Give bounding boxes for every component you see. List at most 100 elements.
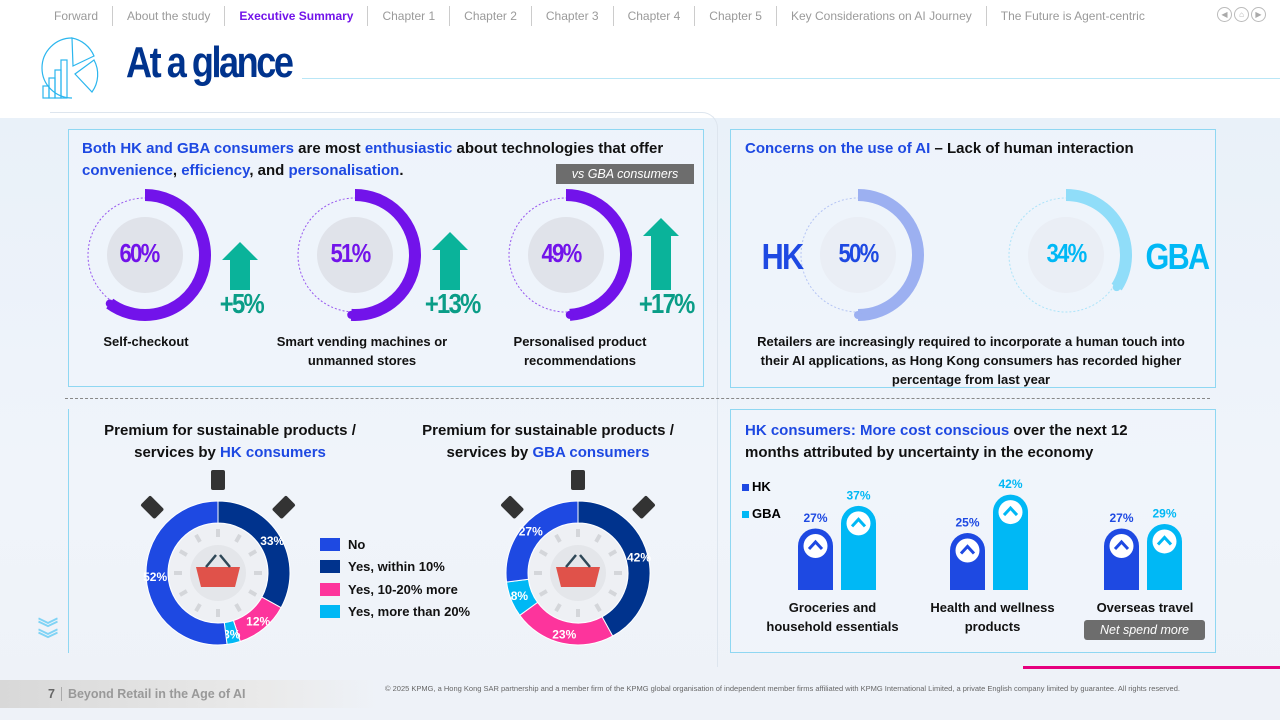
bar-value-label: 42%: [998, 477, 1022, 491]
bar-cap-circle: [803, 533, 828, 558]
nav-about[interactable]: About the study: [113, 6, 226, 26]
pie-label: 52%: [143, 570, 167, 584]
clock-tick: [538, 589, 548, 597]
increase-arrow-icon: [432, 232, 468, 290]
bar-value-label: 27%: [803, 511, 827, 525]
gba-premium-title: Premium for sustainable products / servic…: [422, 422, 674, 461]
increase-arrow-icon: [643, 218, 679, 290]
pie-slice: [505, 500, 579, 583]
gba-concern-value: 34%: [1046, 238, 1087, 268]
legend-no: No: [320, 533, 470, 556]
nav-forward[interactable]: Forward: [40, 6, 114, 26]
title-divider: [302, 78, 1280, 79]
vending-change: +13%: [424, 288, 481, 319]
enthusiasm-gauge-arc: [565, 189, 632, 321]
legend-swatch: [320, 605, 340, 619]
hk-label: HK: [761, 236, 804, 277]
stopwatch-button: [501, 496, 524, 519]
basket-handle: [205, 554, 231, 568]
hk-premium-title: Premium for sustainable products / servic…: [104, 422, 356, 461]
basket-icon: [196, 567, 240, 587]
enthusiasm-gauge-center: [317, 217, 393, 293]
chevron-up-icon: [1002, 505, 1019, 517]
forward-icon[interactable]: ▶: [1251, 7, 1266, 22]
basket-icon: [556, 567, 600, 587]
concerns-title: Concerns on the use of AI – Lack of huma…: [745, 140, 1134, 157]
nav-chapter-3[interactable]: Chapter 3: [532, 6, 614, 26]
category-travel: Overseas travel: [1096, 600, 1194, 615]
clock-tick: [594, 603, 602, 613]
bar-cap-circle: [1152, 529, 1177, 554]
nav-icons: ◀ ⌂ ▶: [1217, 7, 1266, 22]
recommendations-label: Personalised product recommendations: [513, 334, 647, 368]
nav-chapter-4[interactable]: Chapter 4: [614, 6, 696, 26]
vending-value: 51%: [330, 238, 371, 268]
nav-chapter-2[interactable]: Chapter 2: [450, 6, 532, 26]
back-icon[interactable]: ◀: [1217, 7, 1232, 22]
clock-tick: [554, 603, 562, 613]
hk-concern-value: 50%: [838, 238, 879, 268]
clock-tick: [248, 589, 258, 597]
accent-line: [1023, 666, 1280, 669]
clock-tick: [538, 549, 548, 557]
chevron-up-icon: [1156, 535, 1173, 546]
footer-bar: 7 Beyond Retail in the Age of AI: [0, 680, 380, 708]
legend-gba: GBA: [742, 500, 781, 527]
pie-label: 33%: [260, 534, 284, 548]
self-checkout-value: 60%: [119, 238, 160, 268]
legend-swatch: [320, 582, 340, 596]
bar-cap-circle: [998, 500, 1023, 525]
bar-cap-circle: [955, 538, 980, 563]
enthusiasm-gauge-arc: [350, 189, 421, 321]
home-icon[interactable]: ⌂: [1234, 7, 1249, 22]
enthusiasm-title: Both HK and GBA consumers are most enthu…: [82, 140, 664, 179]
enthusiasm-gauge-center: [107, 217, 183, 293]
nav-future[interactable]: The Future is Agent-centric: [1000, 9, 1145, 23]
pie-label: 12%: [246, 615, 270, 629]
clock-tick: [178, 589, 188, 597]
vs-gba-badge: vs GBA consumers: [556, 164, 694, 184]
legend-over-20: Yes, more than 20%: [320, 601, 470, 624]
bar-value-label: 27%: [1109, 511, 1133, 525]
concerns-panel: [730, 129, 1216, 388]
nav-key-considerations[interactable]: Key Considerations on AI Journey: [777, 6, 987, 26]
chevron-up-icon: [1113, 539, 1130, 551]
recommendations-value: 49%: [541, 238, 582, 268]
scroll-down-icon[interactable]: ︾ ︾: [38, 618, 58, 651]
document-title: Beyond Retail in the Age of AI: [67, 687, 246, 701]
pie-label: 42%: [627, 550, 651, 564]
net-spend-badge: Net spend more: [1084, 620, 1205, 640]
self-checkout-change: +5%: [219, 288, 265, 319]
copyright: © 2025 KPMG, a Hong Kong SAR partnership…: [385, 684, 1180, 693]
chart-logo-icon: [41, 37, 99, 99]
premium-legend: No Yes, within 10% Yes, 10-20% more Yes,…: [320, 533, 470, 623]
top-nav: Forward About the study Executive Summar…: [0, 0, 1280, 32]
category-health: Health and wellness products: [930, 600, 1055, 634]
category-groceries: Groceries and household essentials: [766, 600, 899, 634]
nav-executive-summary[interactable]: Executive Summary: [225, 6, 369, 26]
nav-chapter-5[interactable]: Chapter 5: [695, 6, 777, 26]
enthusiasm-gauge-end-dot: [565, 310, 574, 319]
vending-label: Smart vending machines or unmanned store…: [276, 334, 448, 368]
chevron-up-icon: [850, 517, 867, 528]
clock-tick: [248, 549, 258, 557]
pie-label: 23%: [552, 627, 576, 641]
stopwatch-button: [632, 496, 655, 519]
increase-arrow-icon: [222, 242, 258, 290]
page-title: At a glance: [126, 38, 294, 87]
basket-handle: [565, 554, 591, 568]
stopwatch-button: [211, 470, 225, 490]
pie-label: 3%: [223, 627, 241, 641]
premium-panel: [68, 409, 704, 653]
gba-label: GBA: [1145, 236, 1211, 277]
bar-value-label: 29%: [1152, 506, 1176, 520]
chevron-up-icon: [959, 544, 976, 555]
clock-tick: [594, 533, 602, 543]
bar-cap-circle: [846, 511, 871, 536]
nav-chapter-1[interactable]: Chapter 1: [368, 6, 451, 26]
enthusiasm-gauge-center: [528, 217, 604, 293]
page-number: 7: [48, 687, 62, 701]
concerns-note: Retailers are increasingly required to i…: [757, 334, 1185, 387]
